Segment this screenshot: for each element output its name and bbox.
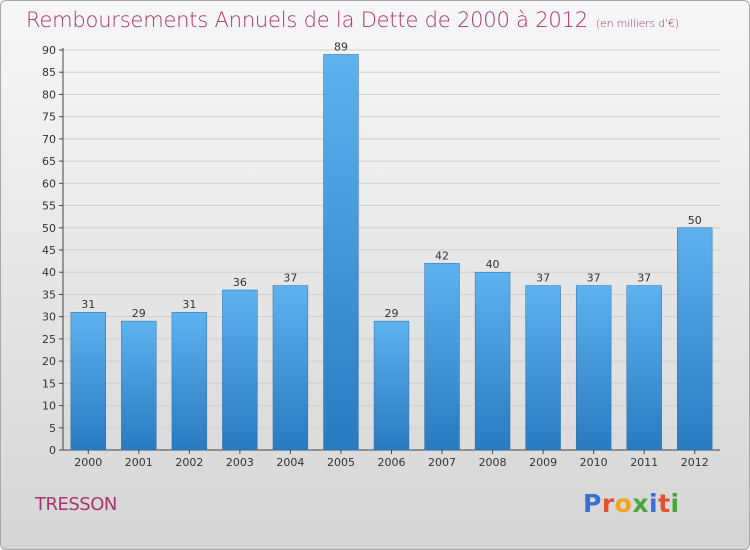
commune-name: TRESSON [35,494,117,515]
x-tick-label-2002: 2002 [175,456,203,469]
x-tick-label-2012: 2012 [681,456,709,469]
x-tick-label-2001: 2001 [125,456,153,469]
x-tick-label-2004: 2004 [276,456,304,469]
x-tick-label-2007: 2007 [428,456,456,469]
logo-letter: t [658,489,671,518]
y-tick-label: 5 [49,422,56,435]
data-label-2000: 31 [81,298,95,311]
y-tick-label: 75 [42,111,56,124]
data-label-2007: 42 [435,249,449,262]
x-tick-label-2011: 2011 [630,456,658,469]
data-label-2005: 89 [334,40,348,53]
bar-2006 [373,320,410,451]
y-tick-label: 20 [42,355,56,368]
bar-2010 [575,285,612,451]
bars [70,54,713,451]
data-label-2012: 50 [688,214,702,227]
data-label-2004: 37 [283,272,297,285]
x-tick-label-2003: 2003 [226,456,254,469]
x-tick-label-2006: 2006 [378,456,406,469]
y-tick-label: 50 [42,222,56,235]
data-label-2002: 31 [182,298,196,311]
y-tick-label: 0 [49,444,56,457]
data-label-2006: 29 [385,307,399,320]
y-tick-label: 85 [42,66,56,79]
bar-2005 [323,54,359,451]
bar-2004 [272,285,309,451]
bar-2003 [222,289,258,451]
y-tick-label: 10 [42,400,56,413]
y-tick-label: 15 [42,377,56,390]
data-labels: 31 29 31 36 37 89 29 42 40 37 37 37 50 [81,40,701,320]
logo-letter: r [601,489,615,518]
data-label-2001: 29 [132,307,146,320]
x-tick-label-2008: 2008 [479,456,507,469]
bar-2008 [474,271,511,451]
bar-2000 [70,311,106,451]
chart-title: Remboursements Annuels de la Dette de 20… [26,8,679,32]
y-tick-label: 55 [42,200,56,213]
chart-title-text: Remboursements Annuels de la Dette de 20… [26,8,588,32]
x-tick-label-2010: 2010 [580,456,608,469]
x-tick-label-2005: 2005 [327,456,355,469]
logo-letter: i [649,489,659,518]
y-tick-label: 25 [42,333,56,346]
logo-letter: x [632,489,649,518]
x-tick-label-2009: 2009 [529,456,557,469]
y-tick-label: 80 [42,88,56,101]
unit-note: (en milliers d'€) [595,17,679,30]
y-tick-label: 60 [42,177,56,190]
proxiti-logo: Proxiti [583,489,680,518]
bar-2002 [171,311,208,451]
y-tick-label: 40 [42,266,56,279]
logo-letter: i [670,489,680,518]
y-tick-label: 35 [42,288,56,301]
data-label-2010: 37 [587,272,601,285]
bar-2007 [424,263,460,451]
bar-2011 [626,285,662,451]
bar-2009 [525,285,561,451]
y-tick-label: 90 [42,44,56,57]
logo-letter: o [614,489,633,518]
data-label-2003: 36 [233,276,247,289]
data-label-2011: 37 [637,272,651,285]
y-tick-label: 70 [42,133,56,146]
y-tick-label: 30 [42,311,56,324]
logo-letter: P [583,489,602,518]
y-tick-label: 45 [42,244,56,257]
data-label-2009: 37 [536,272,550,285]
x-tick-label-2000: 2000 [74,456,102,469]
bar-2012 [677,227,713,451]
data-label-2008: 40 [486,258,500,271]
y-tick-label: 65 [42,155,56,168]
bar-2001 [121,320,157,451]
